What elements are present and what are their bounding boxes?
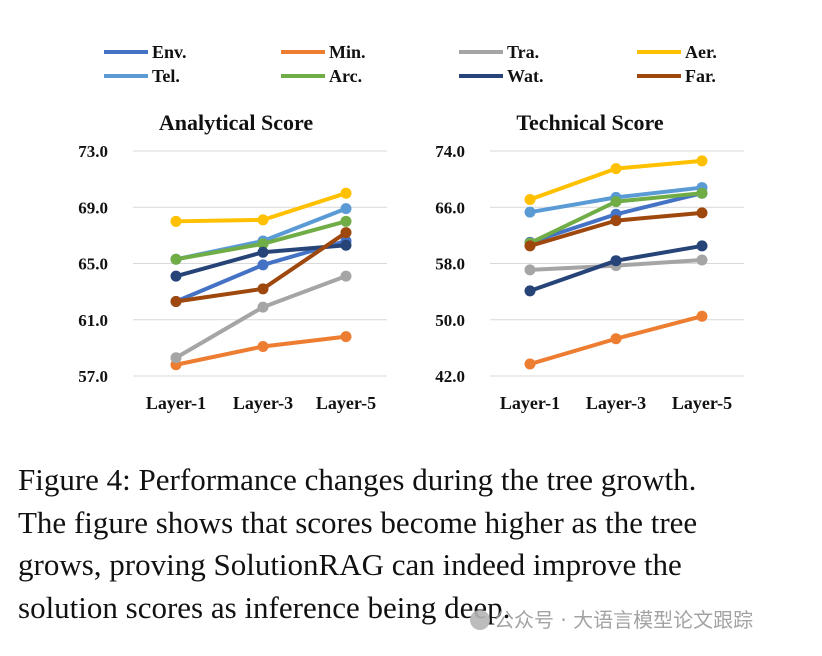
figure-canvas: Env. Min. Tra. Aer. Tel. Arc. Wat. Far. Analyti…: [78, 42, 744, 413]
y-tick-label: 58.0: [435, 255, 465, 274]
data-point: [257, 214, 269, 226]
data-point: [170, 270, 182, 282]
data-point: [696, 240, 708, 252]
y-tick-label: 66.0: [435, 198, 465, 217]
data-point: [610, 255, 622, 267]
data-point: [696, 187, 708, 199]
legend-label: Aer.: [685, 42, 717, 62]
y-tick-label: 65.0: [78, 255, 108, 274]
data-point: [340, 270, 352, 282]
chart-analytical-score: Analytical Score 73.0 69.0 65.0 61.0 57.0 Laye…: [78, 110, 387, 413]
data-point: [257, 238, 269, 250]
series-arc: [170, 215, 352, 265]
data-point: [524, 206, 536, 218]
data-point: [340, 187, 352, 199]
legend-item: Wat.: [459, 66, 544, 86]
data-point: [610, 215, 622, 227]
y-tick-label: 74.0: [435, 142, 465, 161]
data-point: [340, 215, 352, 227]
data-point: [610, 196, 622, 208]
series-min: [524, 310, 708, 370]
y-tick-label: 61.0: [78, 311, 108, 330]
data-point: [696, 310, 708, 322]
data-point: [257, 301, 269, 313]
data-point: [340, 331, 352, 343]
figure-caption: Figure 4: Performance changes during the…: [18, 459, 818, 629]
series-wat: [524, 240, 708, 297]
y-tick-label: 42.0: [435, 367, 465, 386]
caption-line-2: The figure shows that scores become high…: [18, 504, 698, 540]
legend-label: Env.: [152, 42, 187, 62]
x-tick-label: Layer-3: [233, 393, 293, 413]
data-point: [340, 227, 352, 239]
legend-label: Min.: [329, 42, 366, 62]
legend-label: Tel.: [152, 66, 180, 86]
data-point: [696, 207, 708, 219]
y-tick-label: 50.0: [435, 311, 465, 330]
legend-item: Env.: [104, 42, 187, 62]
legend-label: Wat.: [507, 66, 544, 86]
x-tick-label: Layer-5: [672, 393, 732, 413]
series-far: [170, 227, 352, 307]
legend-item: Min.: [281, 42, 366, 62]
legend-item: Tra.: [459, 42, 539, 62]
legend-item: Far.: [637, 66, 716, 86]
data-point: [610, 333, 622, 345]
series-wat: [170, 239, 352, 282]
data-point: [524, 264, 536, 276]
legend-label: Arc.: [329, 66, 362, 86]
series-aer: [170, 187, 352, 227]
watermark: 公众号 · 大语言模型论文跟踪: [470, 604, 753, 633]
data-point: [257, 259, 269, 271]
series-min: [170, 331, 352, 371]
series-far: [524, 207, 708, 252]
data-point: [696, 254, 708, 266]
data-point: [170, 253, 182, 265]
data-point: [524, 194, 536, 206]
watermark-text: 公众号 · 大语言模型论文跟踪: [494, 608, 754, 632]
y-tick-label: 69.0: [78, 198, 108, 217]
x-tick-label: Layer-5: [316, 393, 376, 413]
legend-label: Tra.: [507, 42, 539, 62]
legend-item: Arc.: [281, 66, 362, 86]
legend-item: Aer.: [637, 42, 717, 62]
data-point: [257, 246, 269, 258]
data-point: [170, 295, 182, 307]
x-tick-label: Layer-3: [586, 393, 646, 413]
wechat-icon: [470, 610, 490, 630]
data-point: [524, 240, 536, 252]
legend-item: Tel.: [104, 66, 180, 86]
caption-line-3: grows, proving SolutionRAG can indeed im…: [18, 547, 682, 582]
chart-technical-score: Technical Score 74.0 66.0 58.0 50.0 42.0 Layer…: [435, 110, 744, 413]
caption-line-4: solution scores as inference being deep.: [18, 589, 511, 625]
series-aer: [524, 155, 708, 206]
legend: Env. Min. Tra. Aer. Tel. Arc. Wat. Far.: [104, 42, 717, 86]
y-tick-label: 73.0: [78, 142, 108, 161]
legend-label: Far.: [685, 66, 716, 86]
x-tick-label: Layer-1: [500, 393, 560, 413]
y-tick-label: 57.0: [78, 367, 108, 386]
data-point: [610, 163, 622, 175]
data-point: [696, 155, 708, 167]
series-tra: [170, 270, 352, 364]
data-point: [257, 340, 269, 352]
chart-title: Analytical Score: [159, 110, 313, 135]
data-point: [524, 358, 536, 370]
data-point: [340, 203, 352, 215]
data-point: [257, 283, 269, 295]
data-point: [170, 352, 182, 364]
chart-title: Technical Score: [516, 110, 664, 135]
x-tick-label: Layer-1: [146, 393, 206, 413]
data-point: [170, 215, 182, 227]
caption-line-1: Figure 4: Performance changes during the…: [18, 462, 697, 497]
data-point: [524, 285, 536, 297]
data-point: [340, 239, 352, 251]
